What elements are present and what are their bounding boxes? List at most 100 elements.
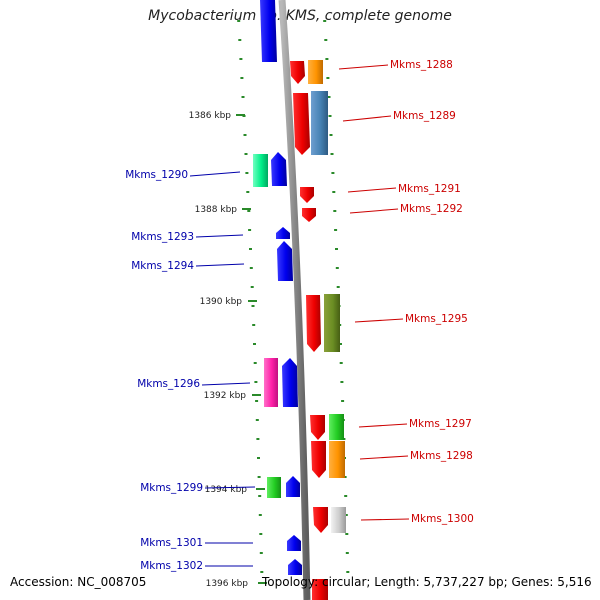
gene-block[interactable] [329,441,345,478]
gene-block[interactable] [329,414,344,440]
tick-mark [241,96,245,98]
gene-arrow[interactable] [271,152,287,186]
scale-label: 1392 kbp [204,391,247,401]
gene-arrow[interactable] [260,0,277,62]
gene-id[interactable]: Mkms_1297 [409,418,472,430]
tick-mark [327,96,331,98]
gene-label-mkms-1295[interactable]: Mkms_1295 [354,313,468,325]
gene-block[interactable] [267,477,281,498]
map-title: Mycobacterium sp. KMS, complete genome [148,8,452,24]
scale-marker-1390: 1390 kbp [200,297,257,307]
gene-arrow[interactable] [282,358,298,407]
accession-text: Accession: NC_008705 [10,575,147,589]
tick-mark [328,115,332,117]
tick-mark [326,77,330,79]
gene-id[interactable]: Mkms_1291 [398,183,461,195]
gene-block[interactable] [311,91,328,155]
tick-mark [341,400,345,402]
tick-mark [336,286,340,288]
tick-mark [244,153,248,155]
gene-label-mkms-1302[interactable]: Mkms_1302 [140,560,253,572]
gene-label-mkms-1291[interactable]: Mkms_1291 [347,183,461,195]
tick-mark [249,248,252,250]
gene-id[interactable]: Mkms_1296 [137,378,200,390]
scale-label: 1388 kbp [195,205,238,215]
tick-mark [260,571,264,573]
gene-arrow[interactable] [300,187,314,203]
tick-mark [253,362,257,364]
scale-marker-1394: 1394 kbp [205,485,265,495]
tick-mark [339,362,343,364]
gene-id[interactable]: Mkms_1298 [410,450,473,462]
gene-id[interactable]: Mkms_1289 [393,110,456,122]
gene-arrow[interactable] [276,227,290,239]
gene-block[interactable] [312,579,328,600]
gene-label-mkms-1296[interactable]: Mkms_1296 [137,378,251,390]
gene-label-mkms-1288[interactable]: Mkms_1288 [338,59,453,71]
tick-mark [258,495,262,497]
tick-mark [251,305,255,307]
gene-id[interactable]: Mkms_1299 [140,482,203,494]
tick-mark [323,20,327,22]
gene-id[interactable]: Mkms_1301 [140,537,203,549]
gene-block[interactable] [308,60,323,84]
gene-arrow[interactable] [286,476,300,497]
gene-arrow[interactable] [277,241,293,281]
tick-mark [345,552,349,554]
tick-mark [249,267,253,269]
gene-arrow[interactable] [288,559,302,575]
gene-label-mkms-1294[interactable]: Mkms_1294 [131,260,245,272]
tick-mark [335,248,338,250]
tick-mark [255,419,259,421]
tick-mark [243,134,247,136]
gene-label-mkms-1297[interactable]: Mkms_1297 [358,418,472,430]
gene-label-mkms-1299[interactable]: Mkms_1299 [140,482,256,494]
gene-block[interactable] [331,507,346,533]
tick-mark [247,210,251,212]
gene-arrow[interactable] [293,93,310,155]
tick-mark [331,172,335,174]
gene-label-mkms-1290[interactable]: Mkms_1290 [125,169,241,181]
gene-block[interactable] [324,294,340,352]
gene-leader-line [354,318,404,323]
gene-id[interactable]: Mkms_1292 [400,203,463,215]
gene-leader-line [349,208,399,214]
tick-mark [248,229,252,231]
tick-mark [254,381,258,383]
gene-arrow[interactable] [306,295,321,352]
tick-mark [257,476,261,478]
tick-mark [252,324,256,326]
gene-arrow[interactable] [287,535,301,551]
gene-id[interactable]: Mkms_1290 [125,169,188,181]
gene-arrow[interactable] [290,61,305,84]
gene-arrow[interactable] [311,441,326,478]
tick-mark [332,191,336,193]
gene-leader-line [195,234,244,238]
tick-mark [253,343,256,345]
gene-id[interactable]: Mkms_1293 [131,231,194,243]
gene-block[interactable] [253,154,268,187]
gene-label-mkms-1292[interactable]: Mkms_1292 [349,203,463,215]
gene-id[interactable]: Mkms_1295 [405,313,468,325]
gene-id[interactable]: Mkms_1302 [140,560,203,572]
tick-mark [258,514,262,516]
tick-mark [259,552,263,554]
scale-label: 1396 kbp [206,579,249,589]
gene-block[interactable] [264,358,278,407]
gene-label-mkms-1293[interactable]: Mkms_1293 [131,231,244,243]
reverse-gene-shapes [253,0,302,575]
gene-leader-line [204,486,256,489]
scale-marker-1386: 1386 kbp [189,111,245,121]
gene-label-mkms-1289[interactable]: Mkms_1289 [342,110,456,122]
gene-label-mkms-1298[interactable]: Mkms_1298 [359,450,473,462]
gene-arrow[interactable] [313,507,328,533]
gene-id[interactable]: Mkms_1294 [131,260,194,272]
gene-id[interactable]: Mkms_1300 [411,513,474,525]
gene-arrow[interactable] [302,208,316,222]
gene-id[interactable]: Mkms_1288 [390,59,453,71]
gene-label-mkms-1300[interactable]: Mkms_1300 [360,513,474,525]
gene-arrow[interactable] [310,415,325,440]
gene-label-mkms-1301[interactable]: Mkms_1301 [140,537,253,549]
forward-gene-labels: Mkms_1288 Mkms_1289 Mkms_1291 Mkms_1292 … [338,59,474,525]
tick-mark [324,39,328,41]
